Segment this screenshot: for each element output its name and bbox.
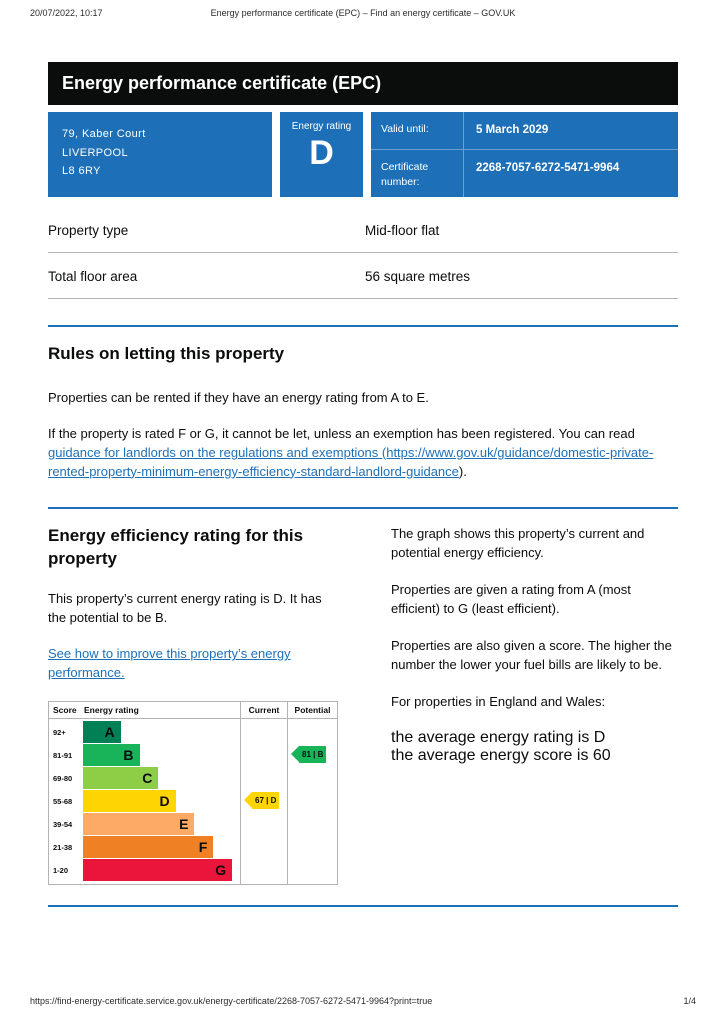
property-type-label: Property type bbox=[48, 223, 129, 238]
property-type-value: Mid-floor flat bbox=[365, 223, 440, 238]
epc-band-bar: C bbox=[83, 767, 159, 790]
section-divider bbox=[48, 507, 678, 510]
explanation-paragraph: The graph shows this property’s current … bbox=[391, 526, 645, 561]
certificate-number-value: 2268-7057-6272-5471-9964 bbox=[463, 149, 678, 197]
band-letter: A bbox=[104, 724, 115, 741]
browser-print-header: 20/07/2022, 10:17 Energy performance cer… bbox=[30, 8, 696, 20]
print-datetime: 20/07/2022, 10:17 bbox=[30, 8, 103, 18]
epc-band-bar: E bbox=[83, 813, 195, 836]
current-rating-value: 67 | D bbox=[252, 792, 280, 810]
explanation-paragraph: For properties in England and Wales: bbox=[391, 693, 606, 709]
epc-band-row: 39-54 E bbox=[49, 813, 240, 836]
explanation-paragraph: Properties are given a rating from A (mo… bbox=[391, 582, 631, 616]
current-rating-tag: 67 | D bbox=[244, 792, 280, 810]
epc-band-row: 69-80 C bbox=[49, 767, 240, 790]
property-type-row: Property type Mid-floor flat bbox=[48, 207, 678, 253]
improve-paragraph: See how to improve this property’s energ… bbox=[48, 645, 338, 683]
certificate-details-box: Valid until: 5 March 2029 Certificate nu… bbox=[371, 112, 678, 197]
section-divider bbox=[48, 325, 678, 327]
address-line-2: LIVERPOOL bbox=[62, 146, 128, 159]
address-line-1: 79, Kaber Court bbox=[62, 128, 146, 140]
energy-rating-column-header: Energy rating bbox=[84, 705, 139, 716]
floor-area-label: Total floor area bbox=[48, 269, 138, 284]
potential-rating-value: 81 | B bbox=[299, 746, 327, 764]
energy-rating-box: Energy rating D bbox=[280, 112, 363, 197]
energy-rating-label: Energy rating bbox=[291, 121, 352, 132]
band-letter: F bbox=[198, 839, 208, 856]
valid-until-label: Valid until: bbox=[381, 123, 429, 135]
browser-print-footer: https://find-energy-certificate.service.… bbox=[30, 996, 696, 1006]
score-column-header: Score bbox=[53, 705, 77, 716]
epc-chart: Score Energy rating Current Potential 92… bbox=[48, 701, 338, 886]
current-column-header: Current bbox=[240, 702, 287, 720]
certificate-number-row: Certificate number: 2268-7057-6272-5471-… bbox=[371, 148, 678, 197]
band-score-range: 81-91 bbox=[53, 750, 73, 760]
epc-bands: 92+ A 81-91 B 69-80 C 55-68 D bbox=[49, 719, 240, 884]
epc-band-row: 81-91 B bbox=[49, 744, 240, 767]
average-score-line: the average energy score is 60 bbox=[391, 747, 611, 765]
rules-paragraph-2: If the property is rated F or G, it cann… bbox=[48, 425, 678, 482]
rating-explanation-column: The graph shows this property’s current … bbox=[391, 525, 678, 885]
epc-band-row: 1-20 G bbox=[49, 859, 240, 882]
left-arrow-icon bbox=[291, 746, 299, 763]
epc-band-bar: B bbox=[83, 744, 140, 767]
valid-until-value: 5 March 2029 bbox=[463, 112, 678, 149]
band-score-range: 21-38 bbox=[53, 842, 73, 852]
epc-band-row: 21-38 F bbox=[49, 836, 240, 859]
rules-heading: Rules on letting this property bbox=[48, 344, 285, 363]
epc-chart-header-left: Score Energy rating bbox=[49, 702, 240, 720]
property-address-box: 79, Kaber Court LIVERPOOL L8 6RY bbox=[48, 112, 272, 197]
certificate-number-label: Certificate number: bbox=[381, 160, 429, 189]
band-score-range: 69-80 bbox=[53, 773, 73, 783]
energy-efficiency-section: Energy efficiency rating for this proper… bbox=[48, 525, 678, 886]
rules-paragraph-2-suffix: ). bbox=[458, 463, 467, 479]
floor-area-row: Total floor area 56 square metres bbox=[48, 253, 678, 299]
landlord-guidance-link[interactable]: guidance for landlords on the regulation… bbox=[48, 444, 654, 479]
potential-rating-tag: 81 | B bbox=[291, 746, 327, 764]
floor-area-value: 56 square metres bbox=[365, 269, 471, 284]
average-rating-line: the average energy rating is D bbox=[391, 729, 606, 747]
rules-section: Rules on letting this property Propertie… bbox=[48, 343, 678, 481]
epc-band-bar: F bbox=[83, 836, 214, 859]
valid-until-row: Valid until: 5 March 2029 bbox=[371, 112, 678, 149]
rating-summary-column: Energy efficiency rating for this proper… bbox=[48, 525, 338, 886]
explanation-paragraph: Properties are also given a score. The h… bbox=[391, 637, 672, 672]
epc-band-bar: D bbox=[83, 790, 176, 813]
current-rating-column: 67 | D bbox=[240, 719, 287, 885]
potential-rating-column: 81 | B bbox=[287, 719, 337, 885]
potential-column-header: Potential bbox=[287, 702, 337, 720]
rating-summary-paragraph: This property’s current energy rating is… bbox=[48, 590, 322, 625]
certificate-page: Energy performance certificate (EPC) 79,… bbox=[48, 62, 678, 908]
rules-paragraph-2-text: If the property is rated F or G, it cann… bbox=[48, 425, 635, 441]
band-letter: G bbox=[215, 862, 227, 879]
band-score-range: 1-20 bbox=[53, 865, 69, 875]
energy-rating-value: D bbox=[309, 134, 334, 172]
band-letter: C bbox=[142, 770, 153, 787]
certificate-summary: 79, Kaber Court LIVERPOOL L8 6RY Energy … bbox=[48, 112, 678, 197]
rules-paragraph-1: Properties can be rented if they have an… bbox=[48, 390, 429, 406]
left-arrow-icon bbox=[244, 792, 252, 809]
improve-performance-link[interactable]: See how to improve this property’s energ… bbox=[48, 646, 291, 681]
epc-band-row: 92+ A bbox=[49, 721, 240, 744]
epc-band-bar: A bbox=[83, 721, 121, 744]
band-score-range: 39-54 bbox=[53, 819, 73, 829]
rating-section-heading: Energy efficiency rating for this proper… bbox=[48, 526, 304, 568]
band-score-range: 92+ bbox=[53, 727, 66, 737]
section-divider bbox=[48, 905, 678, 908]
print-url: https://find-energy-certificate.service.… bbox=[30, 996, 433, 1006]
page-title-banner: Energy performance certificate (EPC) bbox=[48, 62, 678, 105]
band-letter: E bbox=[179, 816, 189, 833]
epc-band-row: 55-68 D bbox=[49, 790, 240, 813]
band-letter: B bbox=[123, 747, 134, 764]
page-title: Energy performance certificate (EPC) bbox=[62, 73, 382, 93]
band-letter: D bbox=[159, 793, 170, 810]
band-score-range: 55-68 bbox=[53, 796, 73, 806]
address-line-3: L8 6RY bbox=[62, 165, 101, 178]
epc-band-bar: G bbox=[83, 859, 233, 882]
print-document-title: Energy performance certificate (EPC) – F… bbox=[210, 8, 516, 18]
property-facts: Property type Mid-floor flat Total floor… bbox=[48, 207, 678, 299]
page-indicator: 1/4 bbox=[683, 996, 696, 1006]
